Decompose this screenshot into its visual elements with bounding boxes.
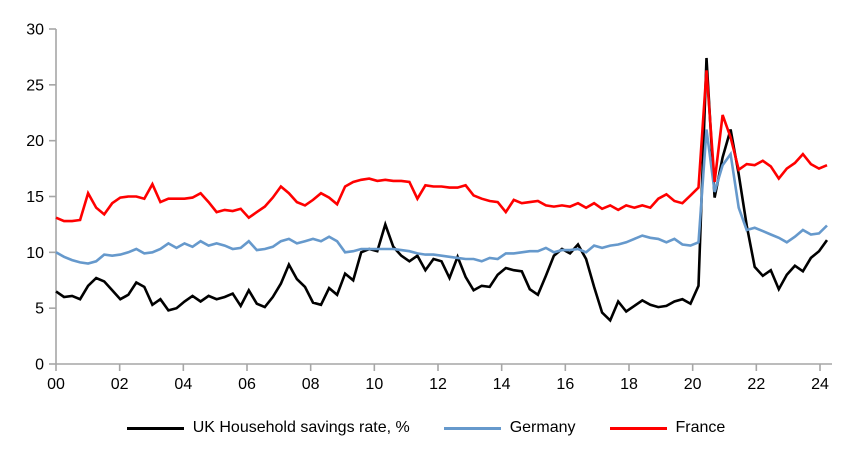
y-tick-label: 0 bbox=[35, 357, 44, 374]
legend-label-germany: Germany bbox=[509, 419, 576, 436]
x-tick-label: 02 bbox=[111, 376, 129, 393]
x-tick-label: 24 bbox=[811, 376, 829, 393]
legend-item-france: France bbox=[609, 419, 726, 436]
uk-savings-line bbox=[55, 57, 829, 323]
x-tick-label: 22 bbox=[747, 376, 765, 393]
y-tick-label: 25 bbox=[26, 77, 44, 94]
germany-line bbox=[55, 129, 828, 265]
france-line bbox=[55, 70, 828, 223]
x-tick-label: 10 bbox=[365, 376, 383, 393]
x-tick-label: 00 bbox=[47, 376, 65, 393]
x-tick-label: 16 bbox=[556, 376, 574, 393]
germany-line-swatch bbox=[443, 426, 501, 430]
savings-rate-line-chart: 0 5 10 15 20 25 30 00 02 04 06 08 10 12 14 16 18 20 22 24 bbox=[26, 22, 832, 393]
y-tick-label: 15 bbox=[26, 189, 44, 206]
y-tick-label: 30 bbox=[26, 22, 44, 39]
legend: UK Household savings rate, % Germany Fra… bbox=[0, 420, 852, 436]
legend-item-germany: Germany bbox=[443, 419, 576, 436]
x-tick-label: 18 bbox=[620, 376, 638, 393]
x-tick-label: 04 bbox=[174, 376, 192, 393]
x-tick-label: 20 bbox=[684, 376, 702, 393]
legend-item-uk: UK Household savings rate, % bbox=[126, 419, 410, 436]
y-tick-label: 10 bbox=[26, 245, 44, 262]
y-tick-label: 20 bbox=[26, 133, 44, 150]
uk-line-swatch bbox=[126, 426, 184, 430]
x-tick-label: 14 bbox=[493, 376, 511, 393]
x-tick-label: 12 bbox=[429, 376, 447, 393]
x-tick-label: 08 bbox=[302, 376, 320, 393]
legend-label-uk: UK Household savings rate, % bbox=[192, 419, 410, 436]
legend-label-france: France bbox=[675, 419, 726, 436]
x-tick-label: 06 bbox=[238, 376, 256, 393]
france-line-swatch bbox=[609, 426, 667, 430]
y-tick-label: 5 bbox=[35, 301, 44, 318]
